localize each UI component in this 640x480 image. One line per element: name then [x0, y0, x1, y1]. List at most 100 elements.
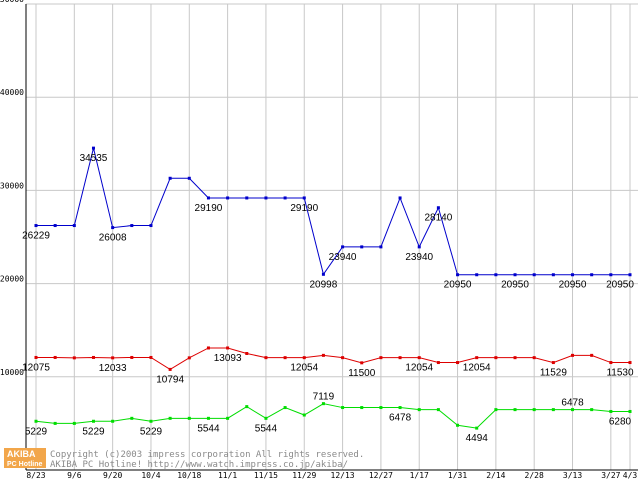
data-point	[532, 273, 536, 277]
data-point	[360, 406, 364, 410]
data-point	[245, 196, 249, 200]
data-point	[456, 423, 460, 427]
data-point	[34, 419, 38, 423]
data-point	[149, 355, 153, 359]
data-point	[398, 356, 402, 360]
data-label: 12054	[405, 363, 433, 374]
copyright-text: Copyright (c)2003 impress corporation Al…	[50, 450, 364, 460]
data-label: 11529	[540, 368, 568, 379]
logo-main-text: AKIBA	[7, 449, 36, 459]
data-point	[379, 245, 383, 249]
data-label: 6478	[561, 398, 584, 409]
data-label: 29190	[290, 203, 318, 214]
data-point	[130, 355, 134, 359]
data-label: 20998	[310, 279, 338, 290]
x-tick-label: 8/23	[26, 471, 45, 480]
data-point	[187, 356, 191, 360]
data-point	[264, 356, 268, 360]
data-point	[130, 224, 134, 228]
data-point	[551, 273, 555, 277]
data-label: 34535	[80, 153, 108, 164]
data-point	[551, 361, 555, 365]
data-point	[513, 356, 517, 360]
site-url-text[interactable]: AKIBA PC Hotline! http://www.watch.impre…	[50, 460, 348, 470]
x-tick-label: 9/6	[67, 471, 82, 480]
data-point	[226, 416, 230, 420]
y-tick-label: 20000	[0, 275, 24, 284]
data-point	[360, 361, 364, 365]
data-label: 20950	[501, 280, 529, 291]
series-line	[36, 347, 630, 370]
data-point	[341, 406, 345, 410]
data-point	[283, 406, 287, 410]
data-point	[149, 224, 153, 228]
data-point	[398, 196, 402, 200]
data-point	[53, 224, 57, 228]
data-point	[168, 176, 172, 180]
data-label: 6280	[609, 416, 632, 427]
grid	[26, 3, 638, 471]
data-point	[628, 273, 632, 277]
data-point	[168, 367, 172, 371]
data-point	[475, 426, 479, 430]
data-point	[34, 355, 38, 359]
x-tick-label: 9/20	[103, 471, 122, 480]
data-label: 11530	[606, 368, 634, 379]
data-point	[513, 273, 517, 277]
x-tick-label: 10/18	[177, 471, 201, 480]
data-point	[513, 408, 517, 412]
data-point	[456, 361, 460, 365]
y-tick-label: 50000	[0, 0, 24, 4]
data-point	[609, 361, 613, 365]
data-point	[417, 245, 421, 249]
data-point	[551, 408, 555, 412]
data-label: 23940	[329, 252, 357, 263]
data-point	[111, 356, 115, 360]
data-point	[571, 353, 575, 357]
data-point	[91, 146, 95, 150]
data-label: 20950	[444, 280, 472, 291]
data-label: 5544	[255, 423, 278, 434]
data-label: 29190	[195, 203, 223, 214]
x-tick-label: 1/17	[410, 471, 429, 480]
data-point	[571, 408, 575, 412]
y-tick-label: 30000	[0, 181, 24, 190]
data-point	[226, 196, 230, 200]
x-tick-label: 3/13	[563, 471, 582, 480]
data-point	[475, 356, 479, 360]
data-label: 6478	[389, 413, 412, 424]
data-point	[149, 419, 153, 423]
data-label: 12054	[463, 363, 491, 374]
data-label: 12054	[290, 363, 318, 374]
data-point	[34, 224, 38, 228]
data-label: 20950	[559, 280, 587, 291]
data-label: 11500	[348, 368, 376, 379]
data-point	[111, 419, 115, 423]
data-point	[321, 353, 325, 357]
footer-logo: AKIBA PC Hotline	[4, 448, 46, 468]
data-point	[628, 409, 632, 413]
series-line	[36, 148, 630, 276]
data-label: 13093	[214, 353, 242, 364]
data-labels: 26229 34535 26008 29190 29190 20998 23940 23940…	[22, 153, 634, 444]
data-point	[436, 408, 440, 412]
data-point	[53, 355, 57, 359]
data-point	[245, 405, 249, 409]
x-tick-label: 4/3	[623, 471, 638, 480]
data-point	[283, 196, 287, 200]
data-point	[494, 408, 498, 412]
data-label: 26008	[99, 233, 127, 244]
data-point	[379, 406, 383, 410]
x-tick-label: 12/13	[331, 471, 355, 480]
data-point	[532, 356, 536, 360]
data-point	[245, 352, 249, 355]
data-label: 28140	[424, 213, 452, 224]
data-point	[206, 196, 210, 200]
x-tick-label: 11/29	[292, 471, 316, 480]
data-point	[283, 356, 287, 360]
x-tick-label: 12/27	[369, 471, 393, 480]
series-1	[34, 346, 632, 371]
data-point	[321, 272, 325, 276]
